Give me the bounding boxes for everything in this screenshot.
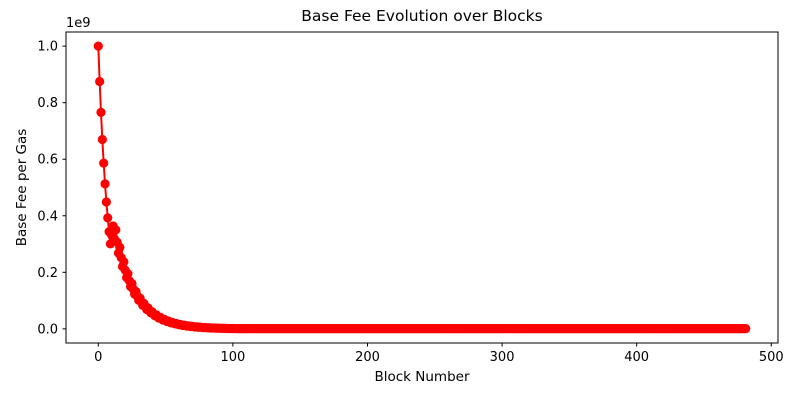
data-point-marker [96,107,106,118]
chart-title: Base Fee Evolution over Blocks [301,7,542,25]
data-point-marker [100,179,110,189]
y-tick-label-5: 1.0 [37,40,58,55]
x-tick-label-3: 300 [490,350,515,365]
data-point-marker [123,269,133,279]
y-offset-label: 1e9 [66,16,91,31]
x-tick-label-5: 500 [759,350,784,365]
y-tick-label-2: 0.4 [37,209,58,224]
series-line [97,46,746,330]
y-tick-label-3: 0.6 [37,153,58,168]
y-axis-label: Base Fee per Gas [14,129,30,247]
data-point-marker [111,225,121,235]
plot-area: 0 100 200 300 400 500 0.0 0.2 0.4 0.6 0.8 1.0 [37,40,783,365]
data-point-marker [97,134,107,145]
x-tick-label-0: 0 [94,350,102,365]
data-point-marker [99,158,109,168]
data-point-marker [741,324,751,334]
data-point-marker [101,197,111,207]
x-tick-label-2: 200 [355,350,380,365]
x-axis-label: Block Number [374,369,469,385]
data-point-marker [95,76,105,87]
y-tick-label-1: 0.2 [37,266,58,281]
data-point-marker [119,257,129,267]
x-tick-label-1: 100 [220,350,245,365]
axes-frame [65,31,779,344]
y-tick-label-0: 0.0 [37,322,58,337]
data-point-marker [115,242,125,253]
x-tick-label-4: 400 [624,350,649,365]
series-markers [93,41,751,334]
data-point-marker [103,213,113,223]
data-point-marker [93,41,103,51]
y-tick-label-4: 0.8 [37,96,58,111]
